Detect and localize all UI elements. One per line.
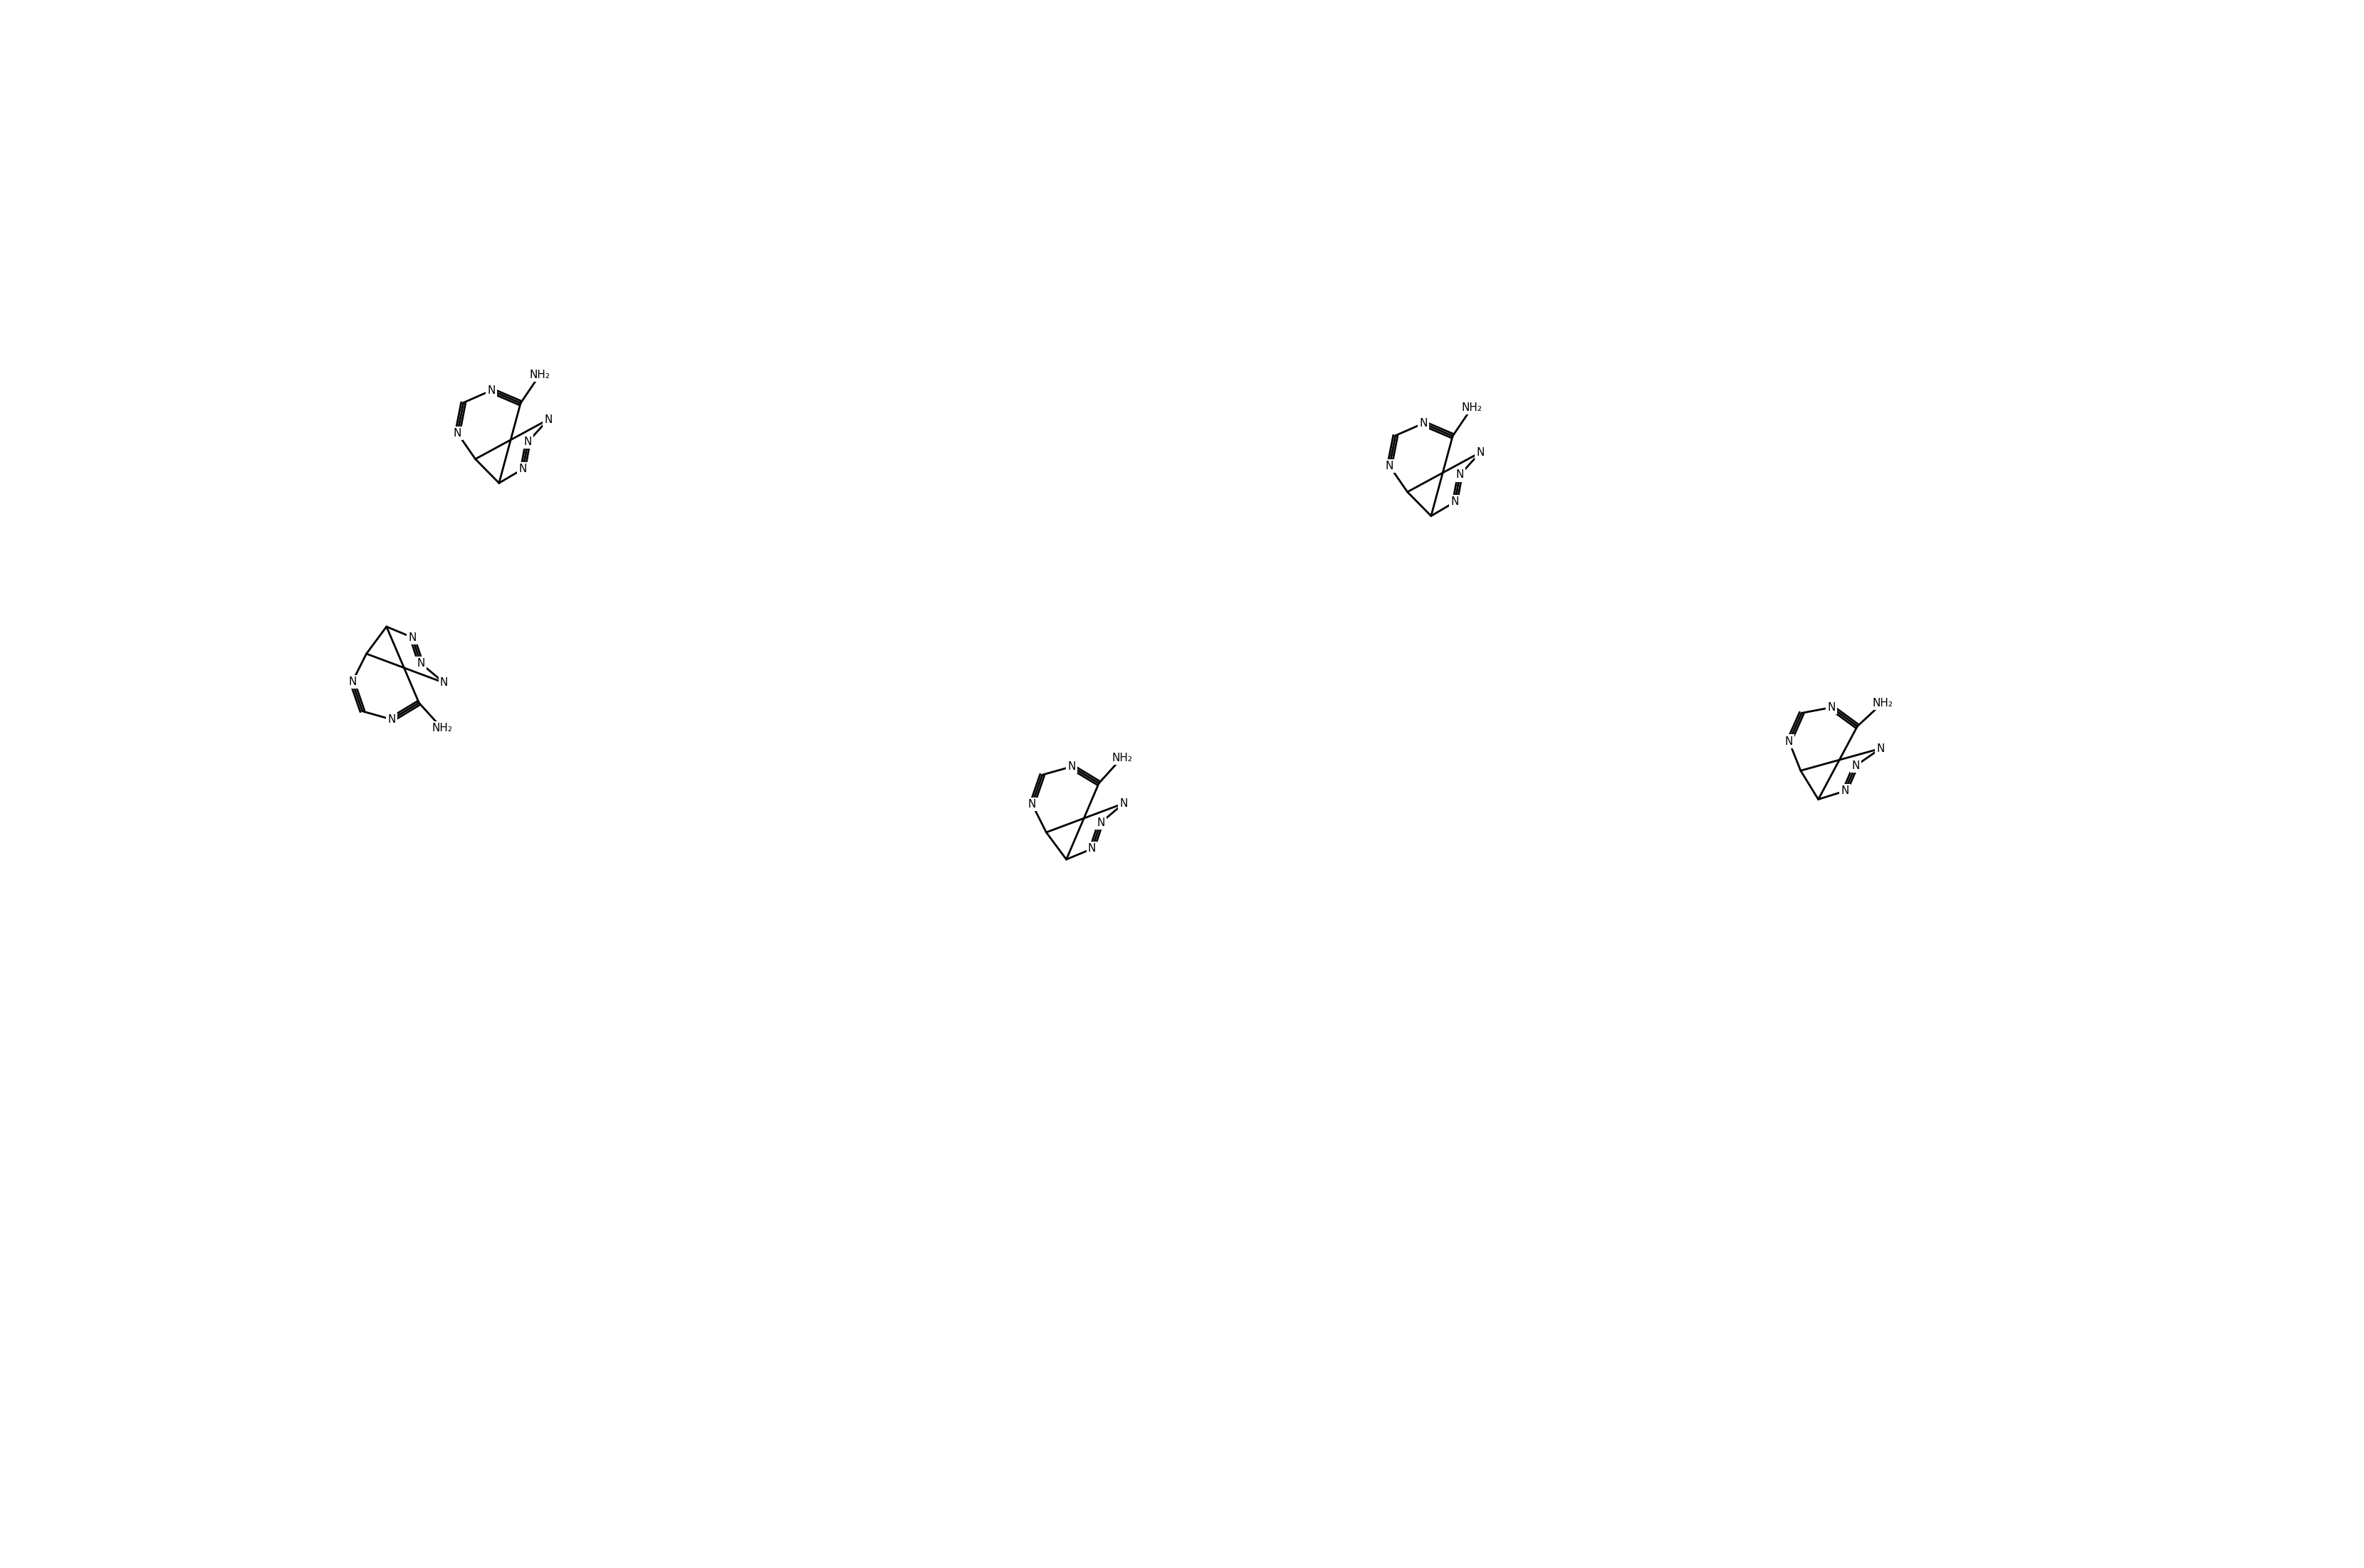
Text: N: N xyxy=(1028,798,1035,809)
Text: N: N xyxy=(416,659,426,668)
Text: N: N xyxy=(525,436,532,447)
Text: NH₂: NH₂ xyxy=(530,370,551,379)
Text: N: N xyxy=(1121,798,1128,809)
Text: NH₂: NH₂ xyxy=(1872,698,1894,709)
Text: NH₂: NH₂ xyxy=(433,723,452,734)
Text: N: N xyxy=(1097,817,1104,828)
Text: N: N xyxy=(454,428,461,439)
Text: N: N xyxy=(1785,735,1792,746)
Text: N: N xyxy=(520,464,527,474)
Text: N: N xyxy=(1842,786,1849,797)
Text: NH₂: NH₂ xyxy=(1461,403,1482,412)
Text: N: N xyxy=(409,632,416,643)
Text: N: N xyxy=(1456,469,1463,480)
Text: N: N xyxy=(1418,419,1428,428)
Text: N: N xyxy=(1087,844,1097,855)
Text: N: N xyxy=(1451,497,1459,506)
Text: N: N xyxy=(440,677,449,688)
Text: N: N xyxy=(544,414,553,425)
Text: N: N xyxy=(1877,743,1884,754)
Text: N: N xyxy=(388,713,395,724)
Text: N: N xyxy=(1385,461,1392,472)
Text: N: N xyxy=(487,386,494,395)
Text: N: N xyxy=(1069,762,1076,771)
Text: N: N xyxy=(1851,760,1860,771)
Text: N: N xyxy=(1475,447,1485,458)
Text: NH₂: NH₂ xyxy=(1111,753,1132,764)
Text: N: N xyxy=(1827,702,1834,713)
Text: N: N xyxy=(348,676,357,687)
